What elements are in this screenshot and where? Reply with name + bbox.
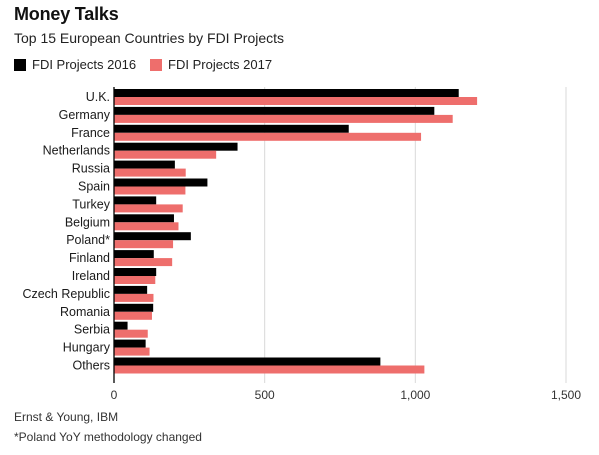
bar-2017 — [114, 347, 150, 356]
category-label: Finland — [69, 251, 110, 265]
bar-2016 — [114, 268, 157, 276]
legend-label-2016: FDI Projects 2016 — [32, 57, 137, 72]
bar-2017 — [114, 222, 179, 231]
x-tick-label: 500 — [255, 388, 275, 402]
x-tick-label: 0 — [111, 388, 118, 402]
bar-2016 — [114, 303, 154, 312]
bar-2016 — [114, 357, 381, 366]
bar-2017 — [114, 293, 154, 302]
bar-2016 — [114, 285, 148, 294]
bar-2016 — [114, 232, 191, 241]
bar-2016 — [114, 160, 175, 169]
legend-swatch-2017 — [150, 58, 163, 71]
category-label: Hungary — [63, 341, 111, 355]
bar-2017 — [114, 114, 453, 123]
bar-2016 — [114, 250, 154, 259]
bar-2017 — [114, 204, 183, 213]
category-label: Turkey — [72, 197, 110, 211]
category-label: Germany — [59, 108, 111, 122]
x-tick-label: 1,000 — [400, 388, 430, 402]
bar-2016 — [114, 339, 146, 348]
bar-2017 — [114, 276, 156, 284]
category-label: Belgium — [65, 215, 110, 229]
category-label: U.K. — [86, 90, 110, 104]
bar-2016 — [114, 196, 157, 205]
chart-legend: FDI Projects 2016 FDI Projects 2017 — [14, 57, 286, 72]
chart-title: Money Talks — [14, 4, 119, 24]
category-label: Serbia — [74, 323, 110, 337]
bar-2016 — [114, 142, 238, 151]
category-label: Netherlands — [43, 144, 110, 158]
bar-2017 — [114, 186, 186, 195]
category-label: Romania — [60, 305, 110, 319]
bar-2016 — [114, 178, 208, 187]
bar-2017 — [114, 258, 173, 267]
chart-subtitle: Top 15 European Countries by FDI Project… — [14, 30, 285, 46]
bar-2017 — [114, 311, 152, 320]
bar-2017 — [114, 168, 186, 177]
bar-2016 — [114, 214, 174, 223]
bar-2017 — [114, 150, 217, 159]
category-label: Others — [72, 359, 110, 373]
bar-2016 — [114, 124, 349, 133]
bar-2017 — [114, 329, 148, 338]
x-tick-label: 1,500 — [551, 388, 581, 402]
bar-2017 — [114, 132, 422, 141]
chart-footnote: *Poland YoY methodology changed — [14, 430, 202, 444]
category-label: Russia — [72, 162, 110, 176]
legend-swatch-2016 — [14, 58, 26, 71]
category-label: Poland* — [66, 233, 110, 247]
category-label: Czech Republic — [22, 287, 110, 301]
legend-label-2017: FDI Projects 2017 — [168, 57, 273, 72]
bar-2017 — [114, 97, 478, 105]
bar-2017 — [114, 365, 425, 374]
category-label: Ireland — [72, 269, 110, 283]
category-label: Spain — [78, 180, 110, 194]
chart-source: Ernst & Young, IBM — [14, 410, 119, 424]
legend-item-2017: FDI Projects 2017 — [150, 57, 272, 72]
bar-2017 — [114, 240, 174, 249]
bar-2016 — [114, 106, 435, 115]
legend-item-2016: FDI Projects 2016 — [14, 57, 136, 72]
bar-2016 — [114, 321, 128, 330]
bar-2016 — [114, 89, 459, 97]
category-label: France — [71, 126, 110, 140]
